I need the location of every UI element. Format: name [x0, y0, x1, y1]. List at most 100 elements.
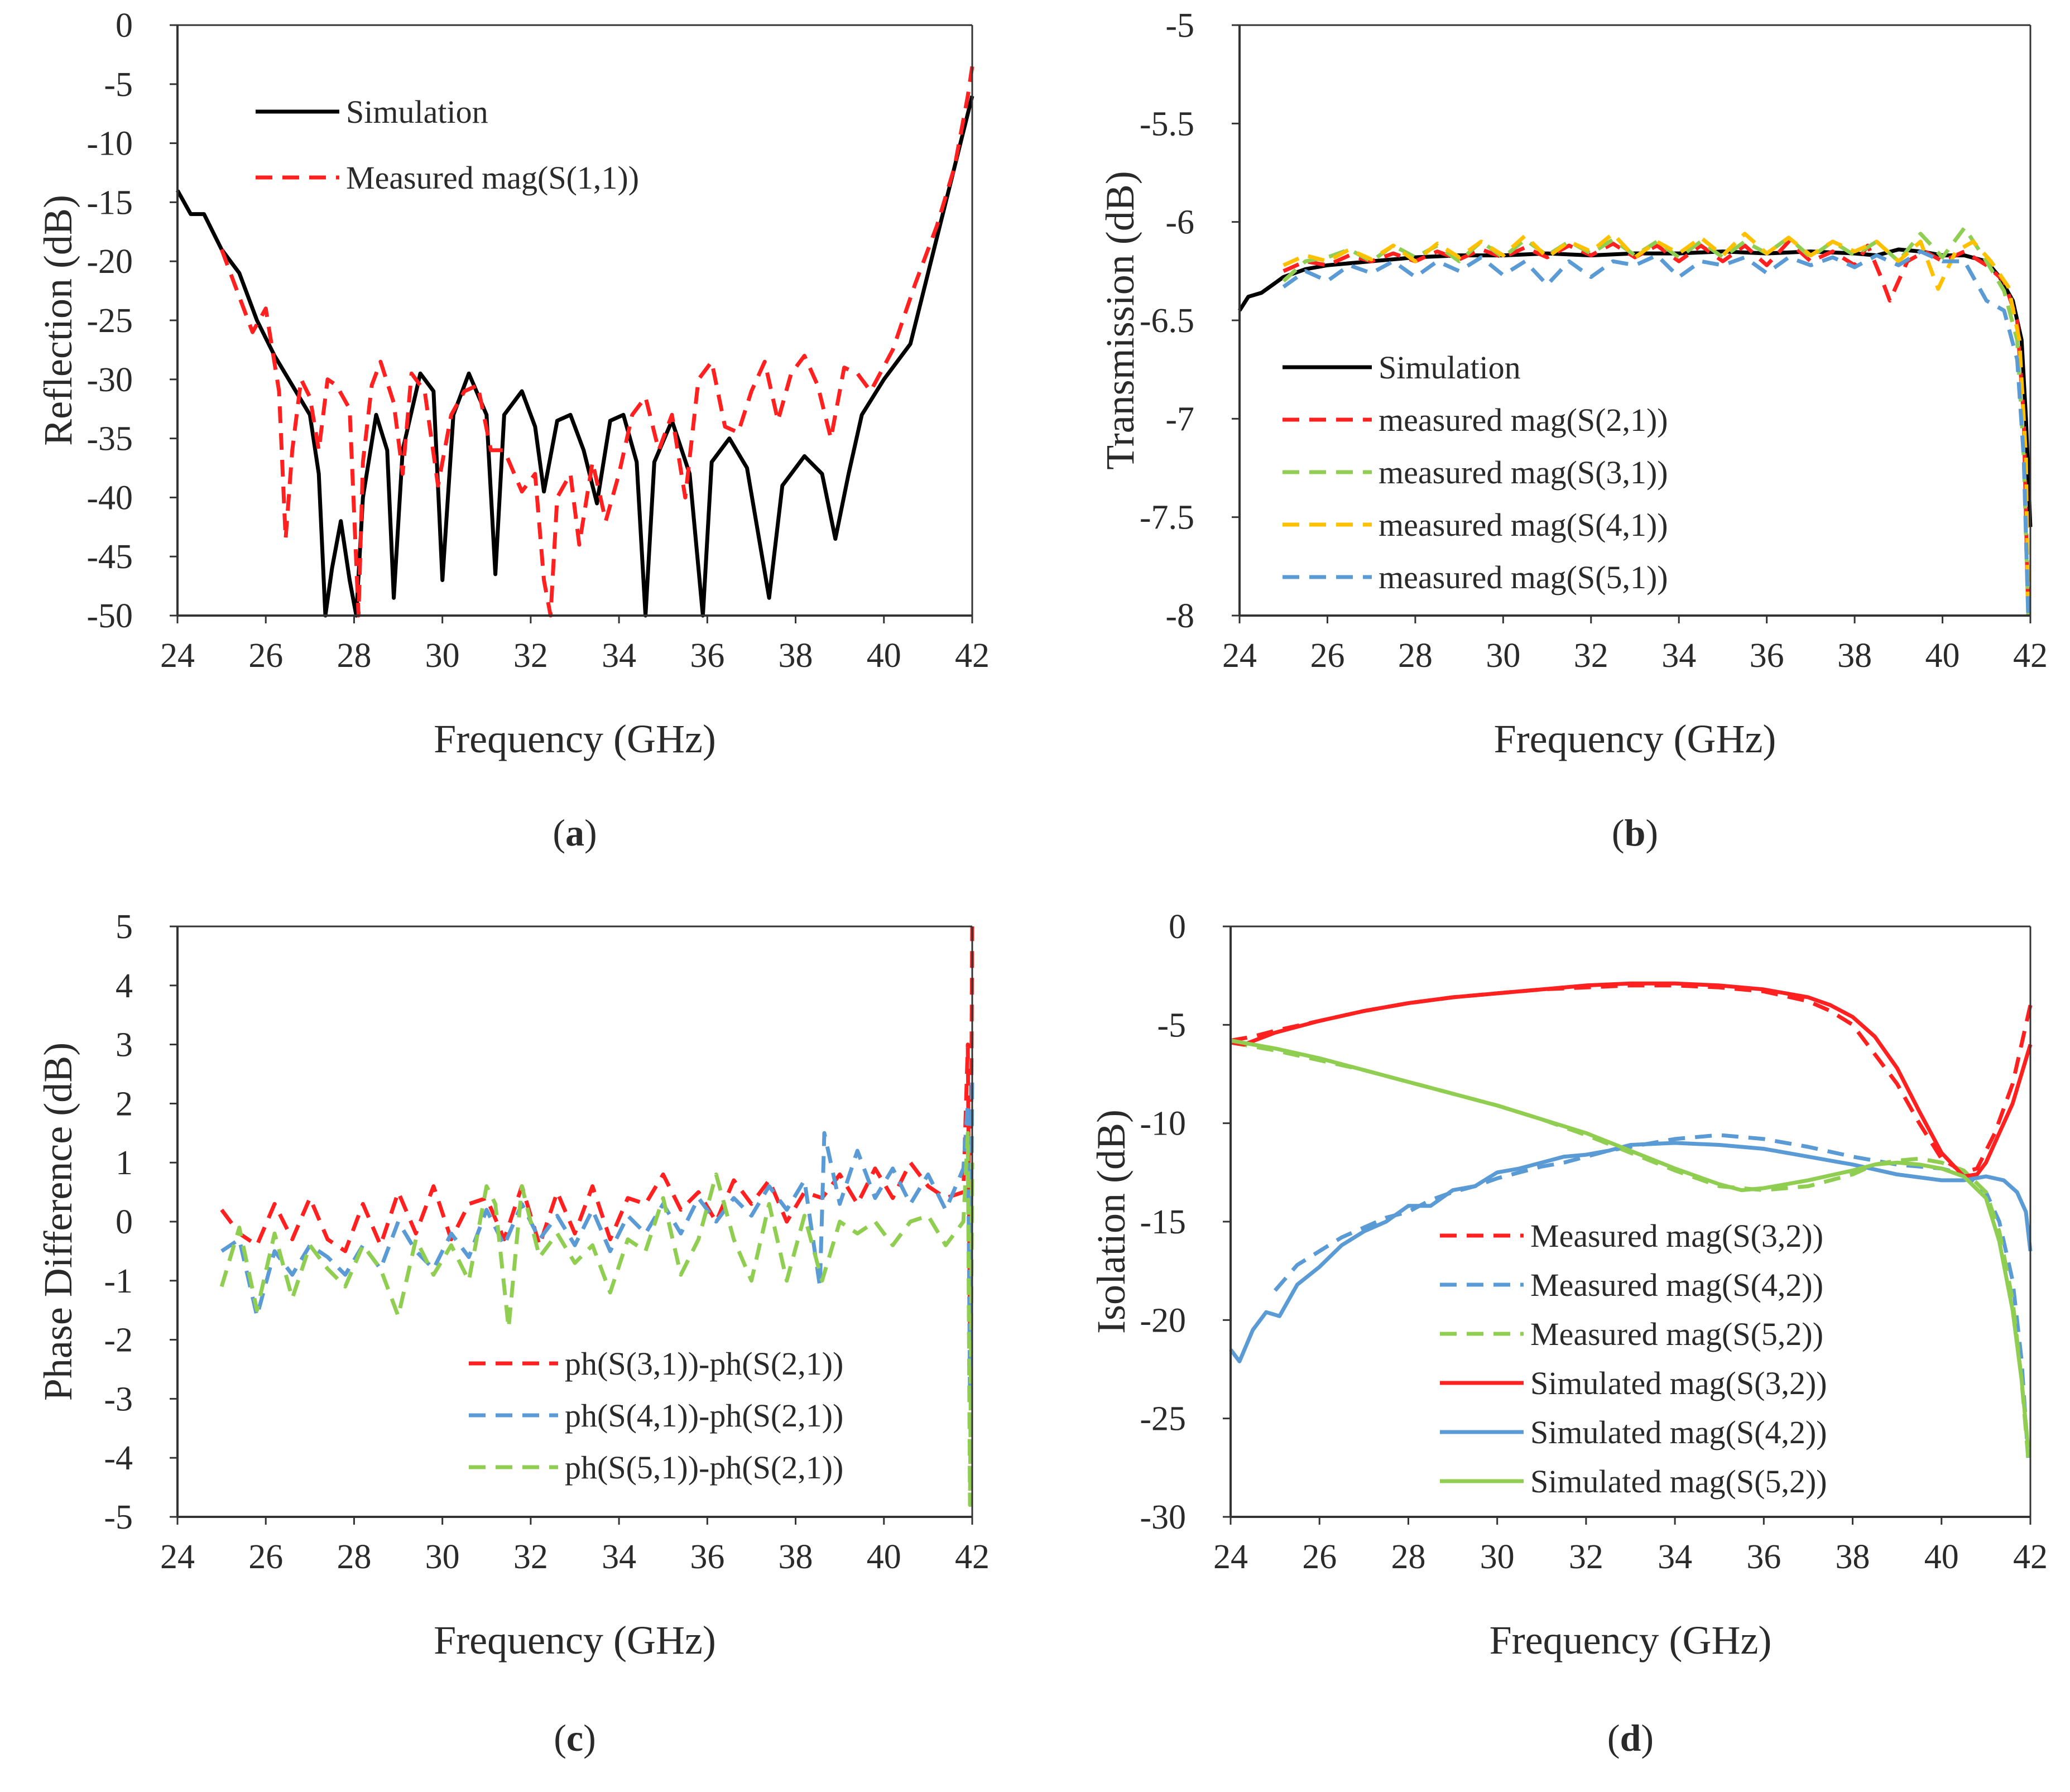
legend-label: Simulated mag(S(3,2)): [1530, 1365, 1827, 1401]
legend-label: Simulated mag(S(4,2)): [1530, 1414, 1827, 1450]
x-tick-label: 40: [867, 637, 901, 675]
y-tick-label: -5: [1157, 1006, 1186, 1044]
x-tick-label: 30: [1480, 1538, 1515, 1576]
panel-caption-letter: d: [1620, 1717, 1641, 1759]
y-tick-label: 0: [116, 1203, 133, 1241]
y-tick-label: 3: [116, 1026, 133, 1064]
y-axis-label: Isolation (dB): [1089, 1109, 1134, 1334]
panel-caption: (a): [553, 811, 597, 854]
x-tick-label: 38: [779, 637, 813, 675]
panel-c: 24 26 28 30 32 34 36 38 40 42543210-1-2-3-4-5Freq…: [36, 908, 990, 1759]
x-tick-label: 28: [1398, 637, 1433, 675]
x-tick-label: 24: [160, 637, 195, 675]
y-tick-label: -5.5: [1140, 105, 1194, 143]
y-tick-label: -5: [1165, 7, 1194, 45]
y-tick-label: -45: [87, 538, 133, 576]
panel-caption: (d): [1607, 1717, 1654, 1759]
series-group: [1238, 225, 2033, 616]
y-tick-label: -1: [104, 1262, 133, 1300]
panel-caption: (c): [554, 1717, 596, 1759]
legend-label: measured mag(S(2,1)): [1379, 402, 1668, 438]
legend: Measured mag(S(3,2)) Measured mag(S(4,2))…: [1440, 1218, 1827, 1500]
series-group: [219, 926, 974, 1507]
series-line-3: [219, 1131, 974, 1507]
legend-label: ph(S(3,1))-ph(S(2,1)): [565, 1346, 843, 1382]
x-tick-label: 36: [1746, 1538, 1781, 1576]
x-tick-label: 34: [602, 1538, 636, 1576]
x-tick-label: 28: [1391, 1538, 1425, 1576]
x-tick-label: 26: [248, 1538, 283, 1576]
legend-label: Simulated mag(S(5,2)): [1530, 1463, 1827, 1500]
x-tick-label: 42: [955, 637, 990, 675]
y-tick-label: -3: [104, 1380, 133, 1418]
series-line-5: [1282, 249, 2030, 616]
legend-label: Measured mag(S(1,1)): [346, 160, 639, 196]
y-tick-label: -2: [104, 1322, 133, 1359]
x-tick-label: 30: [425, 1538, 460, 1576]
x-tick-label: 34: [1661, 637, 1696, 675]
y-tick-label: -20: [87, 243, 133, 281]
y-tick-label: -35: [87, 420, 133, 458]
x-tick-label: 42: [2013, 637, 2048, 675]
x-tick-label: 28: [337, 1538, 371, 1576]
x-tick-label: 28: [337, 637, 371, 675]
x-tick-label: 30: [1486, 637, 1520, 675]
y-tick-label: 0: [116, 7, 133, 45]
legend-label: Measured mag(S(5,2)): [1530, 1316, 1823, 1352]
series-line-3: [1282, 225, 2030, 616]
x-tick-label: 40: [867, 1538, 901, 1576]
x-tick-label: 42: [2013, 1538, 2048, 1576]
x-tick-label: 24: [1222, 637, 1257, 675]
y-tick-label: -8: [1165, 597, 1194, 635]
series-group: [1229, 981, 2033, 1458]
y-tick-label: -25: [87, 302, 133, 340]
x-tick-label: 40: [1925, 637, 1960, 675]
legend-label: Simulation: [346, 94, 488, 130]
x-tick-label: 38: [1837, 637, 1872, 675]
y-tick-label: 5: [116, 908, 133, 946]
legend: Simulation Measured mag(S(1,1)): [256, 94, 639, 196]
x-tick-label: 38: [1836, 1538, 1870, 1576]
y-tick-label: -20: [1140, 1301, 1186, 1339]
y-axis-label: Phase Difference (dB): [36, 1042, 80, 1401]
y-tick-label: 0: [1169, 908, 1186, 946]
series-line-2: [219, 66, 974, 618]
y-tick-label: -7: [1165, 400, 1194, 438]
x-tick-label: 26: [1310, 637, 1344, 675]
series-line-1: [175, 95, 974, 618]
y-tick-label: -10: [87, 125, 133, 163]
series-line-4: [1230, 981, 2033, 1179]
y-axis-label: Reflection (dB): [36, 195, 80, 446]
x-tick-label: 40: [1924, 1538, 1959, 1576]
y-tick-label: -50: [87, 597, 133, 635]
x-axis-label: Frequency (GHz): [1494, 717, 1776, 761]
y-tick-label: -6.5: [1140, 302, 1194, 340]
x-tick-label: 38: [779, 1538, 813, 1576]
x-tick-label: 36: [1750, 637, 1784, 675]
legend: Simulation measured mag(S(2,1)) measured m…: [1283, 349, 1668, 595]
legend-label: measured mag(S(5,1)): [1379, 559, 1668, 595]
x-tick-label: 32: [1574, 637, 1608, 675]
y-tick-label: -10: [1140, 1105, 1186, 1143]
series-line-2: [1283, 239, 2030, 616]
x-tick-label: 32: [513, 1538, 548, 1576]
y-tick-label: -40: [87, 479, 133, 517]
y-tick-label: -15: [87, 184, 133, 222]
panel-caption-letter: b: [1625, 811, 1646, 854]
legend-label: Simulation: [1379, 349, 1521, 386]
y-tick-label: -30: [87, 361, 133, 399]
x-axis-label: Frequency (GHz): [1490, 1618, 1772, 1663]
panel-b: 24 26 28 30 32 34 36 38 40 42 -5 -5.5 -6 -6.5 -7 -7.5 -8…: [1098, 7, 2048, 854]
x-tick-label: 34: [1658, 1538, 1692, 1576]
y-tick-label: -25: [1140, 1400, 1186, 1438]
y-tick-label: 4: [116, 967, 133, 1005]
x-tick-label: 24: [160, 1538, 195, 1576]
panel-a: 24 26 28 30 32 34 36 38 40 42 0 -5 -10 -15 -20 -25 -30 -3…: [36, 7, 990, 854]
y-tick-label: -6: [1165, 204, 1194, 242]
panel-d: 24 26 28 30 32 34 36 38 40 42 0 -5 -10 -15 -20 -25 -30 Fr…: [1089, 908, 2048, 1759]
x-axis-label: Frequency (GHz): [434, 717, 716, 761]
y-tick-label: -5: [104, 66, 133, 104]
series-line-1: [220, 926, 974, 1342]
